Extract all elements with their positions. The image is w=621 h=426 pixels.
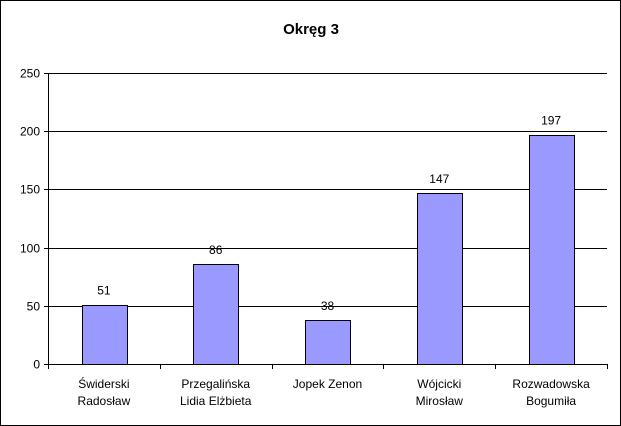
y-tick-label: 50 [27,300,41,314]
bar [305,320,351,365]
x-tick-label: Rozwadowska Bogumiła [512,377,590,408]
data-labels: 51 86 38 147 197 [97,114,561,313]
data-label: 147 [429,172,449,186]
bar [193,264,239,365]
x-tick-label: Przegalińska Lidia Elżbieta [180,377,252,408]
data-label: 197 [541,114,561,128]
y-tick-label: 0 [33,358,40,372]
data-label: 51 [97,284,111,298]
y-tick-label: 100 [20,242,40,256]
x-tick-label: Jopek Zenon [293,377,362,391]
y-tick-label: 200 [20,125,40,139]
x-tick-label: Świderski Radosław [78,376,131,408]
x-tick-labels: Świderski Radosław Przegalińska Lidia Elżbi… [78,376,591,408]
data-label: 86 [209,243,223,257]
chart-title: Okręg 3 [283,21,339,38]
bars [82,135,575,365]
y-tick-label: 150 [20,183,40,197]
y-tick-labels: 0 50 100 150 200 250 [20,67,40,372]
grid-lines [48,73,607,307]
bar [417,193,463,365]
y-tick-label: 250 [20,67,40,81]
bar [82,305,128,365]
data-label: 38 [321,299,335,313]
bar [529,135,575,365]
x-tick-label: Wójcicki Mirosław [416,377,464,408]
